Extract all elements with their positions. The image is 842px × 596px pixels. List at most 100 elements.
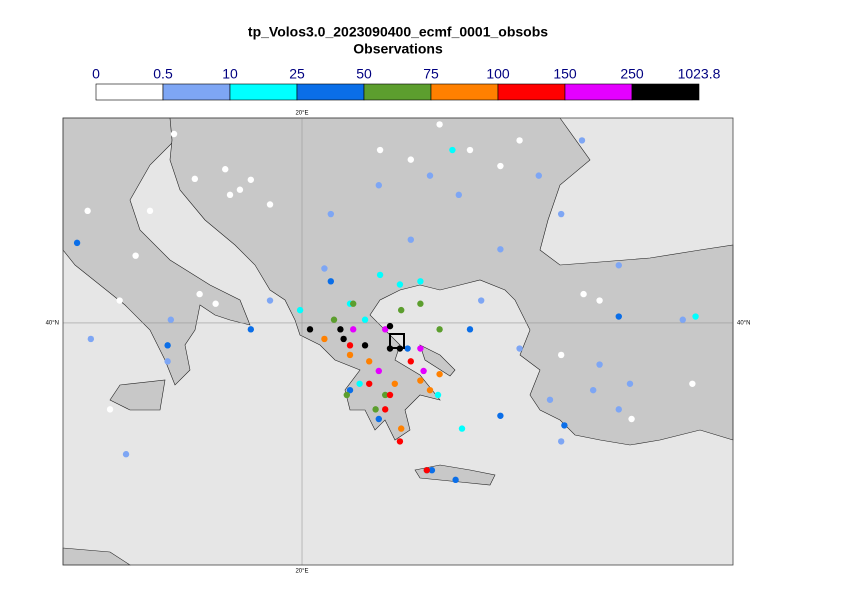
station-dot xyxy=(546,396,554,403)
colorbar-bin xyxy=(564,83,633,101)
colorbar-bin xyxy=(296,83,365,101)
station-dot xyxy=(417,345,424,352)
station-dot xyxy=(407,156,414,163)
station-dot xyxy=(376,146,384,154)
y-tick-label: 40°N xyxy=(737,321,750,327)
colorbar-label: 75 xyxy=(423,66,439,82)
station-dot xyxy=(580,290,587,298)
station-dot xyxy=(296,306,304,314)
station-dot xyxy=(132,252,139,259)
colorbar-label: 1023.8 xyxy=(678,66,721,82)
station-dot xyxy=(382,326,389,333)
station-dot xyxy=(615,262,622,269)
station-dot xyxy=(423,467,430,474)
colorbar-bin xyxy=(363,83,432,101)
station-dot xyxy=(361,316,369,323)
colorbar-bin xyxy=(497,83,566,101)
station-dot xyxy=(557,210,565,218)
station-dot xyxy=(84,207,91,215)
station-dot xyxy=(428,467,436,474)
station-dot xyxy=(417,300,424,307)
station-dot xyxy=(236,186,244,193)
station-dot xyxy=(436,326,443,333)
land xyxy=(62,117,734,566)
station-dot xyxy=(343,391,351,399)
station-dot xyxy=(466,326,474,333)
station-dot xyxy=(116,297,123,304)
station-dot xyxy=(375,415,383,423)
stations xyxy=(73,121,699,484)
station-dot xyxy=(434,391,442,399)
x-tick-label: 20°E xyxy=(295,111,308,117)
station-dot xyxy=(327,210,335,218)
station-dot xyxy=(366,380,373,387)
station-dot xyxy=(452,476,459,484)
tick-labels: 20°E 20°E 40°N 40°N xyxy=(46,111,751,575)
station-dot xyxy=(436,370,443,378)
station-dot xyxy=(557,438,565,445)
station-dot xyxy=(426,386,434,394)
graticule xyxy=(63,118,733,565)
station-dot xyxy=(375,367,383,375)
station-dot xyxy=(497,162,504,170)
station-dot xyxy=(458,425,466,432)
station-dot xyxy=(361,342,369,349)
colorbar-bin xyxy=(631,83,700,101)
station-dot xyxy=(497,246,504,253)
station-dot xyxy=(557,351,565,359)
station-dot xyxy=(87,335,95,343)
station-dot xyxy=(266,201,274,208)
station-dot xyxy=(404,345,411,352)
volos-box xyxy=(389,333,405,349)
station-dot xyxy=(170,130,178,138)
station-dot xyxy=(426,172,434,179)
station-dot xyxy=(596,361,603,368)
station-dot xyxy=(679,316,686,323)
station-dot xyxy=(196,290,203,298)
station-dot xyxy=(578,137,586,144)
map-frame xyxy=(62,117,734,566)
station-dot xyxy=(106,406,114,413)
station-dot xyxy=(396,438,404,445)
station-dot xyxy=(167,316,175,323)
sicily xyxy=(109,379,166,411)
station-dot xyxy=(350,326,357,333)
station-dot xyxy=(247,326,255,333)
colorbar-label: 250 xyxy=(620,66,644,82)
map-subtitle: Observations xyxy=(353,41,443,57)
station-dot xyxy=(146,207,154,215)
station-dot xyxy=(372,406,379,413)
x-tick-label: 20°E xyxy=(295,569,308,575)
station-dot xyxy=(306,326,314,333)
station-dot xyxy=(337,326,344,333)
station-dot xyxy=(417,278,424,285)
colorbar-label: 10 xyxy=(222,66,238,82)
map-title: tp_Volos3.0_2023090400_ecmf_0001_obsobs xyxy=(248,24,548,40)
station-dot xyxy=(420,367,427,375)
station-dot xyxy=(596,297,603,304)
station-dot xyxy=(340,335,347,343)
station-dot xyxy=(346,342,354,349)
station-dot xyxy=(356,380,363,387)
station-dot xyxy=(346,386,354,394)
station-dot xyxy=(589,386,597,394)
station-dot xyxy=(375,182,383,189)
colorbar-bin xyxy=(229,83,298,101)
station-dot xyxy=(436,121,443,128)
station-dot xyxy=(615,313,622,320)
colorbar-bin xyxy=(95,83,164,101)
station-dot xyxy=(615,406,622,413)
station-dot xyxy=(516,137,523,144)
station-dot xyxy=(226,191,234,199)
station-dot xyxy=(397,425,405,432)
station-dot xyxy=(516,345,523,352)
station-dot xyxy=(396,281,404,288)
station-dot xyxy=(535,172,542,179)
station-dot xyxy=(247,176,255,183)
station-dot xyxy=(164,358,171,365)
station-dot xyxy=(407,358,414,365)
station-dot xyxy=(417,377,424,384)
y-tick-label: 40°N xyxy=(46,321,59,327)
station-dot xyxy=(164,342,171,349)
